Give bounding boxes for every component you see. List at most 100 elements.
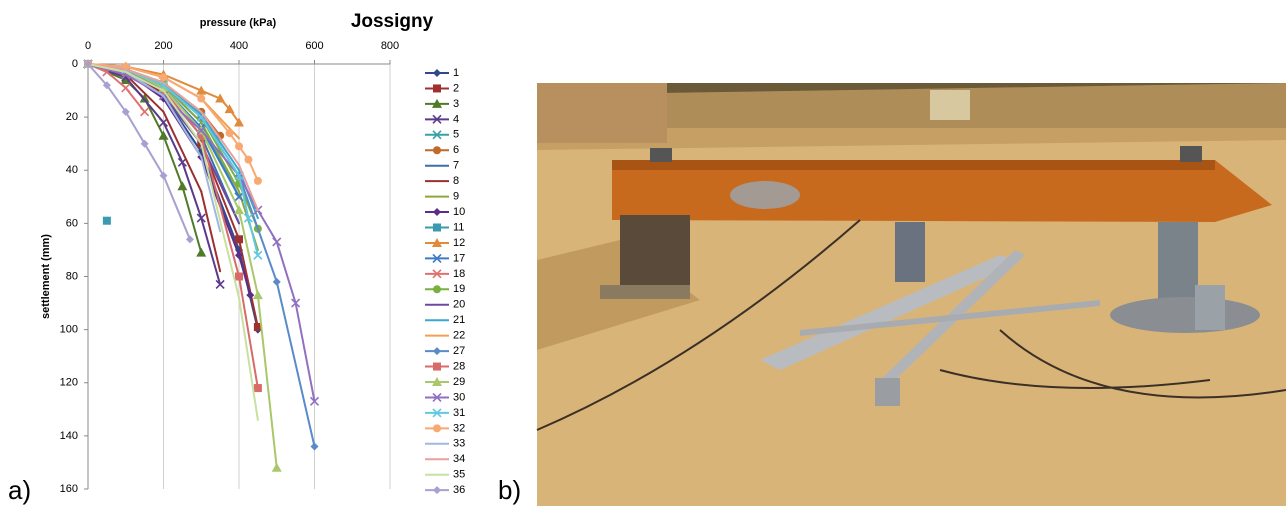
marker <box>102 216 111 225</box>
point <box>238 190 240 193</box>
marker <box>310 442 319 451</box>
legend-label: 20 <box>453 299 465 311</box>
chart-title: Jossigny <box>351 11 434 32</box>
marker <box>121 107 130 116</box>
point <box>256 418 259 421</box>
point <box>238 163 240 166</box>
point <box>162 110 165 113</box>
marker <box>197 131 206 140</box>
photo <box>536 83 1286 506</box>
legend-label: 12 <box>453 237 465 249</box>
legend-label: 7 <box>453 160 459 172</box>
point <box>162 94 165 97</box>
marker <box>309 396 320 406</box>
marker <box>215 93 226 103</box>
marker <box>433 146 441 155</box>
y-tick-label: 100 <box>60 324 78 336</box>
legend-label: 1 <box>453 67 459 79</box>
legend-label: 18 <box>453 268 465 280</box>
legend-label: 6 <box>453 144 459 156</box>
legend-label: 8 <box>453 175 459 187</box>
marker <box>432 269 442 279</box>
marker <box>140 107 150 117</box>
legend-label: 35 <box>453 469 465 481</box>
panel-label: a) <box>8 475 31 505</box>
marker <box>433 223 441 232</box>
marker <box>433 84 441 93</box>
marker <box>433 486 441 495</box>
marker <box>243 213 254 223</box>
marker <box>102 81 111 90</box>
point <box>256 209 259 212</box>
y-tick-label: 0 <box>72 58 78 70</box>
marker <box>84 60 92 68</box>
marker <box>140 139 149 148</box>
y-tick-label: 140 <box>60 430 78 442</box>
legend-label: 10 <box>453 206 465 218</box>
series <box>84 60 194 244</box>
marker <box>433 69 441 77</box>
point <box>200 110 203 113</box>
point <box>124 70 127 73</box>
point <box>238 137 240 140</box>
x-tick-label: 600 <box>305 40 323 52</box>
series-line <box>87 63 259 421</box>
legend-label: 11 <box>453 221 464 233</box>
legend-label: 21 <box>453 314 465 326</box>
marker <box>225 129 234 138</box>
point <box>200 190 203 193</box>
legend-label: 17 <box>453 252 465 264</box>
legend-label: 32 <box>453 422 465 434</box>
marker <box>252 290 263 300</box>
point <box>162 81 165 84</box>
marker <box>196 125 206 135</box>
marker <box>272 237 282 247</box>
marker <box>432 98 442 108</box>
legend-label: 5 <box>453 129 459 141</box>
series-line <box>87 63 146 113</box>
marker <box>432 408 442 418</box>
point <box>200 142 203 145</box>
marker <box>159 171 168 180</box>
legend-label: 30 <box>453 391 465 403</box>
marker <box>159 73 168 82</box>
y-tick-label: 40 <box>66 164 78 176</box>
marker <box>234 205 244 215</box>
marker <box>432 377 442 386</box>
point <box>162 89 165 92</box>
y-tick-label: 20 <box>66 111 78 123</box>
marker <box>234 117 244 127</box>
marker <box>215 279 225 290</box>
point <box>238 222 240 225</box>
marker <box>432 114 442 124</box>
legend-label: 3 <box>453 98 459 110</box>
marker <box>433 424 441 433</box>
marker <box>432 237 442 247</box>
series-line <box>87 63 259 211</box>
legend-label: 4 <box>453 113 459 125</box>
marker <box>224 104 235 114</box>
marker <box>158 130 169 140</box>
marker <box>185 235 194 244</box>
series-line <box>87 63 203 253</box>
marker <box>246 291 255 300</box>
series-line <box>87 63 222 285</box>
marker <box>253 250 263 260</box>
marker <box>432 392 442 403</box>
marker <box>196 213 206 223</box>
y-axis-label: settlement (mm) <box>40 234 52 319</box>
x-tick-label: 400 <box>230 40 248 52</box>
marker <box>197 94 206 103</box>
legend-label: 27 <box>453 345 465 357</box>
marker <box>235 235 243 244</box>
marker <box>253 384 262 393</box>
marker <box>253 176 262 185</box>
y-tick-label: 60 <box>66 217 78 229</box>
y-tick-label: 120 <box>60 377 78 389</box>
marker <box>177 181 188 191</box>
marker <box>433 208 441 217</box>
point <box>124 68 127 71</box>
point <box>219 270 222 273</box>
marker <box>235 272 243 281</box>
